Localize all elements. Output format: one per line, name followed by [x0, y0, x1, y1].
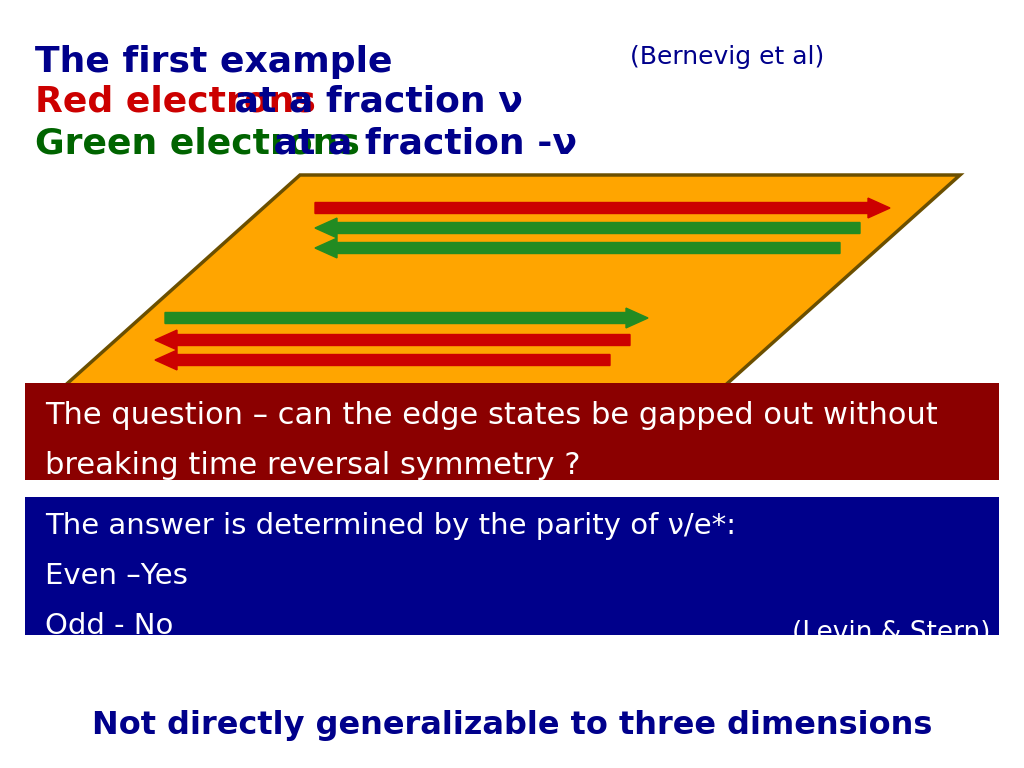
Text: (Levin & Stern): (Levin & Stern)	[792, 620, 990, 646]
FancyArrow shape	[155, 350, 610, 370]
Bar	[25, 383, 999, 480]
FancyArrow shape	[315, 218, 860, 238]
Bar	[25, 497, 999, 635]
Text: Red electrons: Red electrons	[35, 85, 315, 119]
Text: Even –Yes: Even –Yes	[45, 562, 187, 590]
Text: The answer is determined by the parity of ν/e*:: The answer is determined by the parity o…	[45, 512, 736, 540]
Text: The question – can the edge states be gapped out without: The question – can the edge states be ga…	[45, 401, 938, 430]
Polygon shape	[60, 175, 961, 390]
Text: breaking time reversal symmetry ?: breaking time reversal symmetry ?	[45, 451, 581, 480]
Text: Not directly generalizable to three dimensions: Not directly generalizable to three dime…	[92, 710, 932, 741]
Text: Odd - No: Odd - No	[45, 612, 173, 640]
Text: at a fraction -ν: at a fraction -ν	[261, 127, 577, 161]
FancyArrow shape	[315, 238, 840, 258]
Text: The first example: The first example	[35, 45, 392, 79]
Text: (Bernevig et al): (Bernevig et al)	[630, 45, 824, 69]
FancyArrow shape	[315, 198, 890, 218]
FancyArrow shape	[155, 330, 630, 350]
Text: at a fraction ν: at a fraction ν	[222, 85, 523, 119]
FancyArrow shape	[165, 308, 648, 328]
Text: Green electrons: Green electrons	[35, 127, 359, 161]
